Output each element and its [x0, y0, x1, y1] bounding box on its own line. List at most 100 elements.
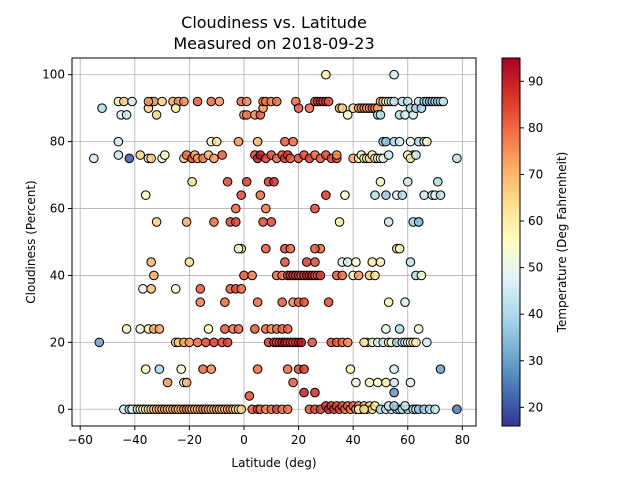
- scatter-point: [233, 243, 244, 254]
- x-tick-label: −20: [177, 433, 202, 447]
- scatter-point: [310, 387, 320, 398]
- scatter-point: [184, 257, 195, 267]
- scatter-point: [288, 136, 298, 147]
- scatter-point: [154, 364, 165, 374]
- scatter-point: [252, 136, 263, 147]
- scatter-point: [176, 364, 186, 374]
- scatter-point: [422, 337, 432, 348]
- scatter-point: [170, 284, 181, 294]
- scatter-point: [209, 153, 219, 164]
- scatter-point: [250, 324, 260, 334]
- scatter-point: [389, 377, 399, 388]
- scatter-point: [416, 270, 427, 281]
- scatter-point: [389, 96, 399, 107]
- scatter-point: [179, 96, 189, 107]
- scatter-point: [255, 190, 266, 200]
- scatter-point: [375, 176, 386, 187]
- scatter-point: [181, 217, 192, 227]
- scatter-point: [383, 217, 394, 227]
- scatter-point: [151, 217, 162, 227]
- scatter-point: [452, 404, 462, 415]
- scatter-point: [140, 364, 151, 374]
- scatter-point: [351, 377, 361, 388]
- scatter-point: [162, 377, 173, 388]
- scatter-point: [389, 387, 399, 398]
- scatter-point: [299, 364, 309, 374]
- scatter-point: [127, 96, 137, 107]
- scatter-point: [138, 284, 148, 294]
- scatter-point: [195, 284, 206, 294]
- scatter-point: [310, 243, 320, 254]
- scatter-point: [233, 324, 244, 334]
- scatter-point: [97, 103, 107, 113]
- scatter-point: [411, 150, 421, 160]
- scatter-point: [233, 136, 244, 147]
- scatter-point: [299, 387, 309, 398]
- scatter-point: [261, 243, 271, 254]
- scatter-point: [266, 217, 277, 227]
- scatter-point: [293, 103, 304, 113]
- scatter-point: [280, 257, 290, 267]
- scatter-point: [89, 153, 99, 164]
- scatter-point: [432, 176, 443, 187]
- scatter-point: [220, 324, 230, 334]
- scatter-point: [288, 377, 298, 388]
- scatter-point: [277, 297, 287, 308]
- x-tick-label: 0: [240, 433, 248, 447]
- scatter-point: [310, 257, 320, 267]
- scatter-point: [359, 404, 369, 415]
- scatter-point: [94, 337, 105, 348]
- scatter-point: [299, 297, 309, 308]
- scatter-point: [438, 96, 449, 107]
- scatter-point: [195, 297, 206, 308]
- scatter-point: [405, 257, 416, 267]
- scatter-point: [239, 270, 249, 281]
- colorbar-tick-label: 30: [528, 354, 543, 368]
- scatter-point: [381, 324, 391, 334]
- scatter-point: [375, 110, 386, 120]
- scatter-point: [160, 150, 170, 160]
- scatter-point: [452, 153, 462, 164]
- chart-title: Cloudiness vs. Latitude: [181, 13, 367, 32]
- scatter-point: [140, 190, 151, 200]
- scatter-point: [230, 217, 241, 227]
- scatter-point: [400, 401, 410, 411]
- scatter-point: [282, 364, 293, 374]
- scatter-point: [285, 243, 296, 254]
- scatter-point: [181, 377, 192, 388]
- x-tick-label: 60: [400, 433, 415, 447]
- colorbar-tick-label: 80: [528, 121, 543, 135]
- colorbar-tick-label: 40: [528, 307, 543, 321]
- scatter-point: [307, 337, 318, 348]
- scatter-point: [247, 270, 257, 281]
- scatter-point: [146, 257, 156, 267]
- scatter-point: [397, 190, 408, 200]
- scatter-point: [389, 364, 399, 374]
- scatter-point: [370, 190, 380, 200]
- scatter-point: [310, 203, 320, 214]
- scatter-point: [334, 217, 345, 227]
- scatter-point: [121, 324, 132, 334]
- scatter-point: [400, 297, 410, 308]
- scatter-point: [331, 150, 342, 160]
- y-tick-label: 100: [42, 68, 65, 82]
- scatter-point: [252, 364, 263, 374]
- scatter-point: [151, 110, 162, 120]
- scatter-point: [342, 257, 353, 267]
- scatter-point: [282, 324, 293, 334]
- y-tick-label: 20: [50, 335, 65, 349]
- scatter-point: [413, 217, 424, 227]
- colorbar-bar: [501, 57, 521, 427]
- scatter-point: [411, 337, 421, 348]
- scatter-point: [381, 136, 391, 147]
- scatter-point: [419, 190, 429, 200]
- scatter-point: [214, 96, 225, 107]
- scatter-point: [217, 150, 227, 160]
- y-axis-ticks: 0 20 40 60 80 100: [42, 68, 72, 416]
- scatter-point: [323, 96, 334, 107]
- scatter-point: [383, 297, 394, 308]
- scatter-point: [321, 190, 331, 200]
- scatter-point: [435, 190, 446, 200]
- scatter-point: [187, 176, 197, 187]
